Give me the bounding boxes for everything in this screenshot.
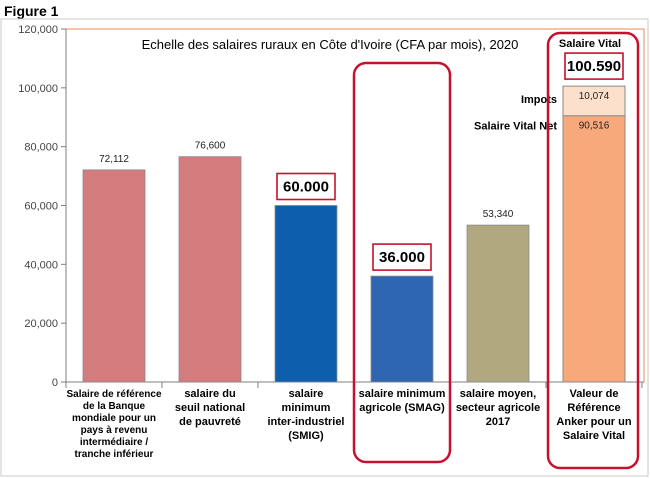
category-label-line: Salaire Vital	[563, 430, 625, 442]
stack-label-total: Salaire Vital	[559, 38, 621, 50]
data-label: 72,112	[99, 154, 129, 165]
category-label-line: intermédiaire /	[80, 437, 149, 448]
bar-segment-net	[562, 115, 626, 383]
category-label: salaire minimum inter-industriel (SMIG)	[267, 388, 344, 442]
category-label: salaire minimum agricole (SMAG)	[359, 388, 446, 414]
value-callout-box	[564, 52, 624, 80]
category-label-line: salaire moyen,	[460, 388, 536, 400]
category-label: Salaire de référence de la Banque mondiale…	[66, 389, 161, 460]
chart-title: Echelle des salaires ruraux en Côte d'Iv…	[142, 37, 519, 52]
category-label-line: (SMIG)	[288, 430, 324, 442]
y-tick-label: 20,000	[24, 318, 58, 330]
y-tick-label: 120,000	[18, 24, 58, 36]
category-label-line: 2017	[486, 416, 510, 428]
y-tick-label: 0	[52, 377, 58, 389]
highlight-frame	[352, 61, 452, 464]
figure-label: Figure 1	[4, 3, 59, 19]
category-label-line: Salaire de référence	[66, 389, 161, 400]
y-tick-label: 100,000	[18, 83, 58, 95]
category-label-line: Anker pour un	[556, 416, 631, 428]
category-label-line: Référence	[567, 402, 620, 414]
category-label-line: salaire du	[184, 388, 235, 400]
category-label-line: agricole (SMAG)	[359, 402, 445, 414]
bar	[82, 169, 146, 383]
bar-segment-tax	[562, 85, 626, 117]
value-callout: 36.000	[379, 249, 425, 266]
y-tick-label: 80,000	[24, 142, 58, 154]
category-label-line: minimum	[282, 402, 331, 414]
bar	[178, 156, 242, 383]
value-callout-box	[372, 243, 432, 271]
bar	[370, 275, 434, 383]
category-label: salaire du seuil national de pauvreté	[175, 388, 245, 428]
category-label-line: tranche inférieur	[75, 449, 154, 460]
category-label-line: pays à revenu	[81, 425, 148, 436]
figure-frame	[0, 18, 649, 477]
category-label-line: Valeur de	[570, 388, 619, 400]
highlight-frame	[546, 31, 640, 470]
y-tick-label: 40,000	[24, 259, 58, 271]
category-label-line: seuil national	[175, 402, 245, 414]
data-label-segment: 10,074	[579, 91, 610, 102]
category-label: Valeur de Référence Anker pour un Salaire V…	[556, 388, 631, 442]
category-label-line: salaire	[289, 388, 324, 400]
category-label-line: secteur agricole	[456, 402, 540, 414]
category-label-line: mondiale pour un	[72, 413, 156, 424]
value-callout-box	[276, 172, 336, 201]
category-label-line: de la Banque	[83, 401, 146, 412]
data-label: 53,340	[483, 209, 514, 220]
value-callout: 60.000	[283, 179, 329, 196]
category-label-line: inter-industriel	[267, 416, 344, 428]
value-callout: 100.590	[567, 58, 621, 75]
stack-label-tax: Impots	[521, 94, 557, 106]
data-label-segment: 90,516	[579, 121, 610, 132]
category-label-line: de pauvreté	[179, 416, 241, 428]
bar	[466, 224, 530, 383]
y-tick-label: 60,000	[24, 201, 58, 213]
data-label: 76,600	[195, 141, 226, 152]
category-label-line: salaire minimum	[359, 388, 446, 400]
category-label: salaire moyen, secteur agricole 2017	[456, 388, 540, 428]
stack-label-net: Salaire Vital Net	[474, 121, 557, 133]
bar	[274, 205, 338, 383]
